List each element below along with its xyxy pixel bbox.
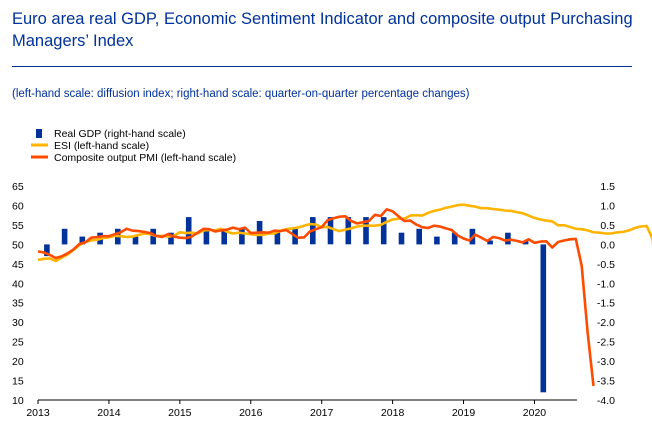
right-tick-label: -1.0	[597, 278, 615, 290]
x-tick-label: 2013	[26, 407, 50, 419]
gdp-bar-2014Q2	[132, 236, 139, 245]
left-tick-label: 60	[12, 200, 24, 212]
x-tick-label: 2015	[168, 407, 192, 419]
gdp-bar-2017Q1	[327, 217, 334, 245]
gdp-bar-2013Q3	[79, 236, 86, 245]
pmi-line	[37, 208, 595, 387]
left-tick-label: 10	[12, 395, 24, 407]
gdp-bar-2018Q2	[416, 228, 422, 245]
gdp-bar-2018Q3	[434, 236, 440, 245]
left-tick-label: 50	[12, 239, 24, 251]
gdp-bar-2018Q4	[451, 232, 458, 245]
right-tick-label: -0.5	[597, 259, 615, 271]
left-tick-label: 35	[12, 298, 24, 310]
right-tick-label: -2.0	[597, 317, 615, 329]
left-tick-label: 65	[12, 181, 24, 193]
right-tick-label: -3.0	[597, 356, 615, 368]
legend: Real GDP (right-hand scale)ESI (left-han…	[31, 128, 236, 164]
x-tick-label: 2016	[239, 407, 263, 419]
legend-swatch-gdp	[36, 129, 42, 138]
right-tick-label: -4.0	[597, 395, 615, 407]
x-tick-label: 2019	[452, 407, 476, 419]
left-tick-label: 45	[12, 259, 24, 271]
legend-label: Real GDP (right-hand scale)	[54, 128, 186, 140]
x-tick-label: 2020	[523, 407, 547, 419]
gdp-bar-2015Q3	[221, 228, 227, 245]
left-tick-label: 15	[12, 376, 24, 388]
gdp-bar-2013Q1	[44, 244, 50, 257]
left-tick-label: 25	[12, 337, 24, 349]
left-tick-label: 40	[12, 278, 24, 290]
legend-label: Composite output PMI (left-hand scale)	[54, 152, 236, 164]
gdp-bar-2020Q1	[540, 244, 547, 393]
gdp-bar-2017Q4	[380, 217, 387, 245]
gdp-bars	[44, 217, 547, 393]
gdp-bar-2015Q1	[185, 217, 192, 245]
gdp-bar-2018Q1	[398, 232, 405, 245]
right-tick-label: -1.5	[597, 298, 615, 310]
gdp-bar-2014Q4	[168, 232, 174, 245]
gdp-bar-2014Q3	[150, 228, 156, 245]
right-tick-label: 1.0	[600, 200, 615, 212]
right-tick-label: -3.5	[597, 376, 615, 388]
gdp-bar-2017Q2	[345, 217, 352, 245]
gdp-bar-2019Q2	[487, 240, 493, 245]
x-tick-label: 2014	[97, 407, 121, 419]
x-axis: 2013 2014 2015 2016 2017 2018 2019 2020	[26, 399, 577, 419]
gdp-bar-2015Q4	[239, 228, 245, 245]
gdp-bar-2019Q3	[505, 232, 511, 245]
gdp-bar-2016Q2	[274, 232, 281, 245]
right-tick-label: -2.5	[597, 337, 615, 349]
x-tick-label: 2017	[310, 407, 334, 419]
chart-title: Euro area real GDP, Economic Sentiment I…	[12, 10, 633, 50]
right-tick-label: 1.5	[600, 181, 615, 193]
title-rule	[12, 66, 632, 67]
gdp-bar-2017Q3	[363, 217, 369, 245]
right-tick-label: 0.0	[600, 239, 615, 251]
left-axis: 10 15 20 25 30 35 40 45 50 55 60 65	[12, 181, 24, 407]
left-tick-label: 30	[12, 317, 24, 329]
gdp-bar-2015Q2	[203, 228, 210, 245]
chart-subtitle: (left-hand scale: diffusion index; right…	[12, 88, 470, 100]
left-tick-label: 20	[12, 356, 24, 368]
right-tick-label: 0.5	[600, 220, 615, 232]
gdp-bar-2019Q4	[522, 240, 529, 245]
x-tick-label: 2018	[381, 407, 405, 419]
esi-line	[37, 203, 652, 263]
left-tick-label: 55	[12, 220, 24, 232]
gdp-bar-2013Q2	[61, 228, 68, 245]
series-lines	[37, 203, 652, 387]
right-axis: 1.5 1.0 0.5 0.0 -0.5 -1.0 -1.5 -2.0 -2.5 -3.0 -3.5…	[597, 181, 615, 407]
legend-label: ESI (left-hand scale)	[54, 140, 149, 152]
